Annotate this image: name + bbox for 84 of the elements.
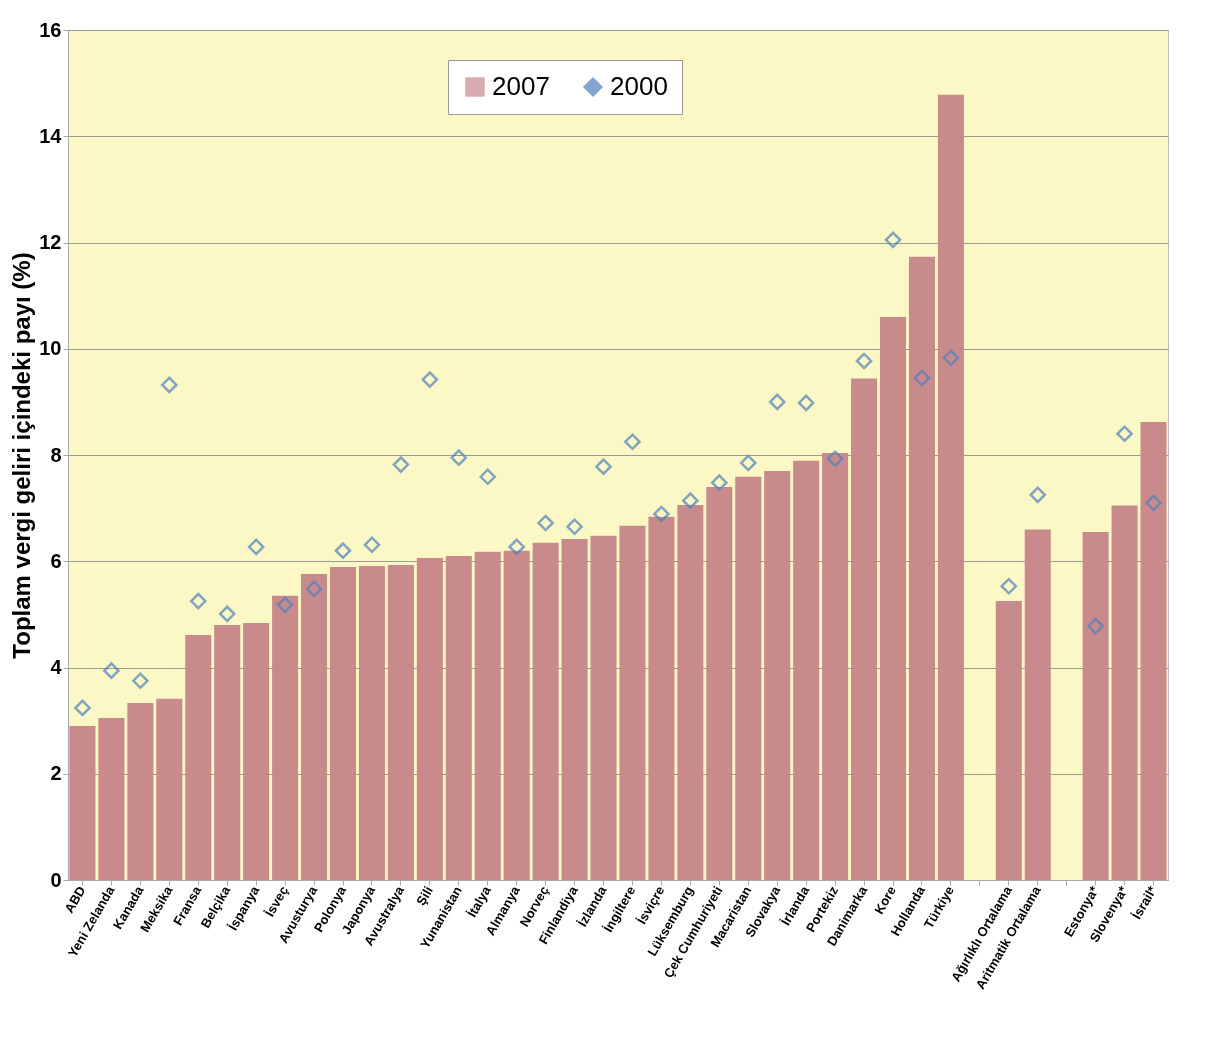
point <box>132 672 149 690</box>
point <box>305 580 323 598</box>
bar <box>561 538 588 880</box>
bar <box>879 316 907 880</box>
bar <box>243 622 270 880</box>
bar <box>503 550 530 880</box>
bar <box>706 486 733 880</box>
legend-label: 2007 <box>492 71 550 101</box>
point <box>392 456 410 473</box>
point <box>74 699 91 717</box>
point <box>1000 577 1018 595</box>
point <box>913 369 931 387</box>
point <box>103 662 120 680</box>
y-tick-label: 8 <box>50 443 62 466</box>
y-tick-label: 10 <box>39 337 62 360</box>
point <box>653 505 670 523</box>
bar <box>908 256 935 880</box>
point <box>1087 617 1104 635</box>
legend-label: 2000 <box>610 71 668 101</box>
y-tick-label: 16 <box>39 18 62 41</box>
point <box>942 349 960 367</box>
bar <box>301 574 328 880</box>
point <box>508 538 526 556</box>
point <box>855 352 873 370</box>
bar <box>793 460 820 880</box>
y-tick-label: 14 <box>39 124 63 147</box>
point <box>276 596 294 614</box>
bar <box>995 601 1022 880</box>
point <box>537 514 554 532</box>
y-tick-label: 12 <box>39 231 62 253</box>
bar <box>214 625 241 880</box>
bar <box>156 698 183 880</box>
bar <box>69 725 96 880</box>
y-tick-label: 0 <box>50 868 62 891</box>
bar <box>98 717 125 880</box>
bar <box>445 555 472 880</box>
point <box>624 433 641 451</box>
point <box>334 542 352 559</box>
point <box>739 454 757 472</box>
bar <box>1111 505 1138 880</box>
bar <box>822 452 849 880</box>
bar <box>474 551 501 880</box>
bar <box>648 516 675 880</box>
bar <box>1082 532 1109 880</box>
point <box>247 538 265 556</box>
bar <box>532 542 559 880</box>
point <box>160 376 178 394</box>
y-tick-label: 6 <box>50 549 62 572</box>
bar <box>416 558 443 880</box>
bar <box>1024 529 1051 880</box>
bar <box>735 476 762 880</box>
bar <box>185 635 212 880</box>
point <box>682 492 699 510</box>
bar <box>272 595 299 880</box>
bar <box>619 525 646 880</box>
point <box>479 468 497 486</box>
point <box>884 231 902 249</box>
bar <box>851 378 878 880</box>
point <box>363 536 381 554</box>
bar <box>764 470 791 880</box>
point <box>595 458 612 476</box>
point <box>566 518 583 536</box>
point <box>189 592 207 610</box>
bar <box>677 504 704 880</box>
point <box>450 449 468 466</box>
point <box>1029 486 1047 504</box>
point <box>797 394 815 412</box>
bar <box>329 567 357 880</box>
bar <box>358 566 385 880</box>
point <box>1116 425 1133 443</box>
point <box>218 605 236 623</box>
point <box>826 450 844 468</box>
point <box>710 474 728 491</box>
bar <box>937 94 964 880</box>
point <box>1145 494 1162 512</box>
bar <box>1140 422 1167 880</box>
point <box>421 371 439 388</box>
bar <box>127 703 154 880</box>
bar <box>387 564 414 880</box>
point <box>768 393 786 411</box>
y-tick-label: 2 <box>50 762 62 785</box>
y-tick-label: 4 <box>50 656 63 678</box>
bar <box>590 535 617 880</box>
y-axis-title: Toplam vergi geliri içindeki payı (%) <box>8 252 36 659</box>
